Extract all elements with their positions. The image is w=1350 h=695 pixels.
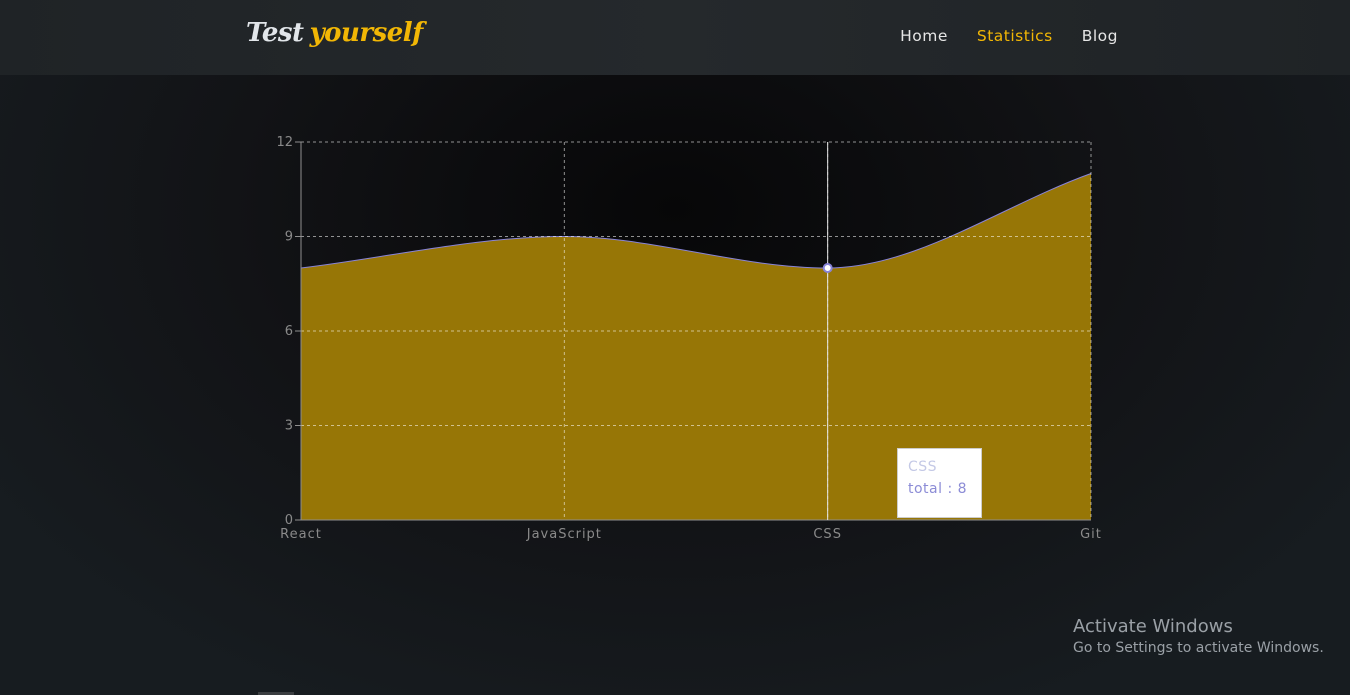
windows-activation-watermark: Activate Windows Go to Settings to activ… — [1073, 616, 1324, 656]
brand-logo[interactable]: Test yourself — [246, 18, 423, 48]
chart-tooltip: CSS total : 8 — [897, 448, 982, 518]
scrollbar-stub[interactable] — [258, 692, 294, 695]
x-tick-label-git: Git — [1080, 527, 1102, 542]
nav-menu: Home Statistics Blog — [900, 27, 1118, 45]
y-tick-label-9: 9 — [285, 230, 293, 245]
tooltip-label: CSS — [908, 459, 938, 475]
nav-item-statistics[interactable]: Statistics — [976, 27, 1053, 45]
x-tick-label-react: React — [280, 527, 322, 542]
watermark-subtitle: Go to Settings to activate Windows. — [1073, 640, 1324, 656]
brand-part-2: yourself — [309, 18, 424, 48]
area-fill-total — [301, 173, 1091, 520]
active-point-css — [822, 263, 833, 273]
brand-part-1: Test — [246, 18, 304, 48]
tooltip-value: total : 8 — [908, 481, 968, 497]
y-tick-label-12: 12 — [276, 135, 293, 150]
x-tick-label-javascript: JavaScript — [526, 527, 602, 542]
y-tick-label-3: 3 — [285, 419, 293, 434]
y-tick-label-6: 6 — [285, 324, 293, 339]
nav-item-blog[interactable]: Blog — [1081, 27, 1118, 45]
area-line-total — [300, 173, 1092, 269]
navbar: Test yourself Home Statistics Blog — [0, 0, 1350, 75]
x-tick-label-css: CSS — [813, 527, 842, 542]
watermark-title: Activate Windows — [1073, 616, 1233, 637]
y-tick-label-0: 0 — [285, 513, 293, 528]
nav-item-home[interactable]: Home — [900, 27, 948, 45]
